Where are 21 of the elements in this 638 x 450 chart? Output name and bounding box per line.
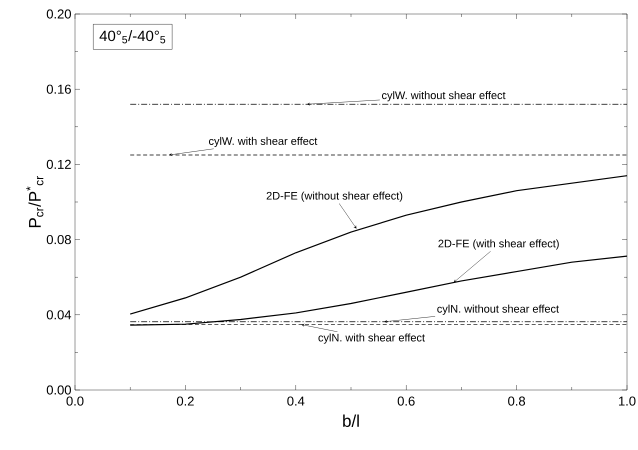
y-tick-label: 0.16: [46, 84, 71, 94]
annotation: cylN. without shear effect: [437, 304, 559, 315]
annotation: cylW. without shear effect: [382, 91, 506, 102]
y-tick-label: 0.20: [46, 9, 71, 19]
x-tick-label: 1.0: [618, 396, 636, 406]
annotation: 2D-FE (without shear effect): [266, 192, 402, 202]
x-axis-title: b/l: [343, 414, 359, 427]
annotation: 2D-FE (with shear effect): [438, 239, 559, 250]
x-tick-label: 0.6: [398, 396, 415, 406]
x-tick-label: 0.0: [66, 396, 84, 406]
x-tick-label: 0.4: [287, 396, 304, 406]
y-tick-label: 0.12: [46, 160, 71, 169]
x-tick-label: 0.8: [508, 396, 526, 406]
y-tick-label: 0.04: [46, 310, 72, 320]
annotation: cylW. with shear effect: [209, 136, 318, 148]
x-tick-label: 0.2: [176, 396, 194, 406]
y-axis-title: P$_{cr}$/P$^{*}$cr: [26, 176, 44, 228]
y-tick-label: 0.08: [46, 235, 71, 244]
y-tick-label: 0.00: [46, 385, 71, 395]
annotation: cylN. with shear effect: [318, 333, 425, 344]
annotation: 40°$_{5}$/-40°$_{5}$: [100, 30, 166, 44]
